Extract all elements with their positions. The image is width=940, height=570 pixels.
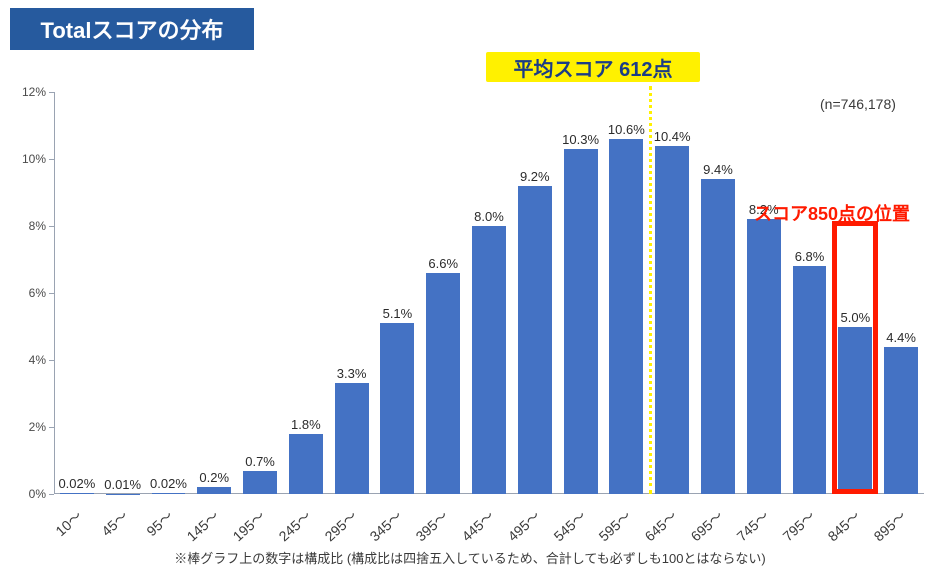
bar-value-label: 0.7% bbox=[245, 454, 275, 469]
plot-area: 0%2%4%6%8%10%12%0.02%10～0.01%45～0.02%95～… bbox=[54, 92, 924, 494]
y-axis-line bbox=[54, 92, 55, 494]
category-label: 145～ bbox=[182, 506, 223, 546]
title-badge: Totalスコアの分布 bbox=[10, 8, 254, 50]
y-tick-mark bbox=[49, 293, 54, 294]
category-label: 645～ bbox=[640, 506, 681, 546]
figure-root: Totalスコアの分布 平均スコア 612点 (n=746,178) 0%2%4… bbox=[0, 0, 940, 570]
bar-value-label: 9.2% bbox=[520, 169, 550, 184]
category-label: 545～ bbox=[549, 506, 590, 546]
bar bbox=[472, 226, 506, 494]
y-tick-mark bbox=[49, 92, 54, 93]
bar bbox=[747, 219, 781, 494]
category-label: 45～ bbox=[97, 506, 132, 541]
category-label: 195～ bbox=[228, 506, 269, 546]
y-tick-mark bbox=[49, 226, 54, 227]
bar-value-label: 0.02% bbox=[58, 476, 95, 491]
bar-value-label: 6.8% bbox=[795, 249, 825, 264]
bar bbox=[380, 323, 414, 494]
title-text: Totalスコアの分布 bbox=[41, 13, 224, 45]
bar-value-label: 9.4% bbox=[703, 162, 733, 177]
bar bbox=[518, 186, 552, 494]
category-label: 245～ bbox=[274, 506, 315, 546]
category-label: 845～ bbox=[824, 506, 865, 546]
bar-value-label: 0.01% bbox=[104, 477, 141, 492]
avg-score-badge: 平均スコア 612点 bbox=[486, 52, 700, 82]
y-tick-mark bbox=[49, 159, 54, 160]
category-label: 895～ bbox=[869, 506, 910, 546]
bar-value-label: 8.0% bbox=[474, 209, 504, 224]
category-label: 595～ bbox=[595, 506, 636, 546]
bar bbox=[884, 347, 918, 494]
category-label: 795～ bbox=[778, 506, 819, 546]
bar bbox=[152, 493, 186, 494]
bar-value-label: 3.3% bbox=[337, 366, 367, 381]
category-label: 445～ bbox=[457, 506, 498, 546]
y-tick-mark bbox=[49, 494, 54, 495]
bar-value-label: 0.02% bbox=[150, 476, 187, 491]
bar bbox=[793, 266, 827, 494]
footnote: ※棒グラフ上の数字は構成比 (構成比は四捨五入しているため、合計しても必ずしも1… bbox=[0, 548, 940, 567]
bar bbox=[243, 471, 277, 494]
bar bbox=[609, 139, 643, 494]
bar bbox=[426, 273, 460, 494]
bar-value-label: 10.4% bbox=[654, 129, 691, 144]
bar-value-label: 10.6% bbox=[608, 122, 645, 137]
bar bbox=[701, 179, 735, 494]
distribution-chart: 0%2%4%6%8%10%12%0.02%10～0.01%45～0.02%95～… bbox=[54, 92, 924, 494]
bar bbox=[655, 146, 689, 494]
bar bbox=[564, 149, 598, 494]
category-label: 95～ bbox=[142, 506, 177, 541]
bar-value-label: 6.6% bbox=[428, 256, 458, 271]
category-label: 345～ bbox=[366, 506, 407, 546]
bar-value-label: 1.8% bbox=[291, 417, 321, 432]
bar bbox=[60, 493, 94, 494]
category-label: 745～ bbox=[732, 506, 773, 546]
avg-score-text: 平均スコア 612点 bbox=[514, 53, 673, 82]
highlight-box bbox=[832, 221, 878, 494]
y-tick-mark bbox=[49, 360, 54, 361]
bar-value-label: 4.4% bbox=[886, 330, 916, 345]
category-label: 295～ bbox=[320, 506, 361, 546]
category-label: 395～ bbox=[411, 506, 452, 546]
highlight-label: スコア850点の位置 bbox=[754, 200, 910, 226]
category-label: 695～ bbox=[686, 506, 727, 546]
bar-value-label: 5.1% bbox=[383, 306, 413, 321]
category-label: 495～ bbox=[503, 506, 544, 546]
avg-score-line bbox=[649, 86, 652, 494]
y-tick-mark bbox=[49, 427, 54, 428]
bar-value-label: 10.3% bbox=[562, 132, 599, 147]
bar-value-label: 0.2% bbox=[199, 470, 229, 485]
bar bbox=[289, 434, 323, 494]
bar bbox=[197, 487, 231, 494]
bar bbox=[335, 383, 369, 494]
category-label: 10～ bbox=[51, 506, 86, 541]
